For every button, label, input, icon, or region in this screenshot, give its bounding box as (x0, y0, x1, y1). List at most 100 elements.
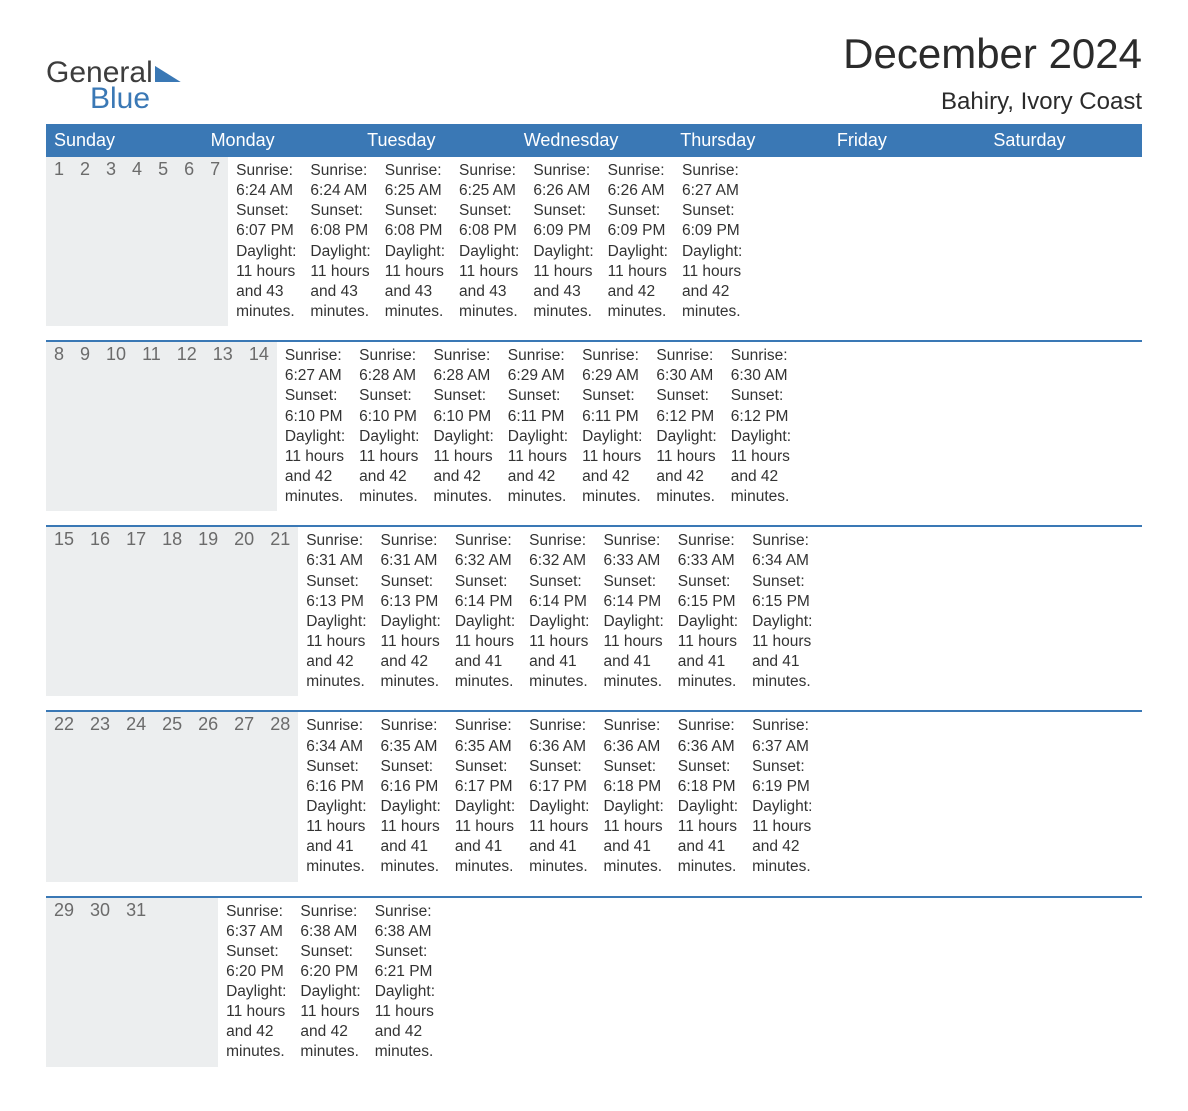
day-number: 21 (262, 527, 298, 696)
daylight-line: Daylight: 11 hours and 41 minutes. (752, 612, 812, 693)
weekday-label: Thursday (672, 124, 829, 157)
sunrise-line: Sunrise: 6:30 AM (656, 346, 716, 386)
day-cell: Sunrise: 6:35 AMSunset: 6:16 PMDaylight:… (373, 712, 447, 881)
sunrise-line: Sunrise: 6:33 AM (678, 531, 738, 571)
day-number: 30 (82, 898, 118, 1067)
day-cell: Sunrise: 6:32 AMSunset: 6:14 PMDaylight:… (447, 527, 521, 696)
weekday-label: Wednesday (516, 124, 673, 157)
day-cell: Sunrise: 6:33 AMSunset: 6:15 PMDaylight:… (670, 527, 744, 696)
calendar-week: 1234567Sunrise: 6:24 AMSunset: 6:07 PMDa… (46, 157, 1142, 326)
day-number (154, 898, 170, 1067)
day-cell: Sunrise: 6:38 AMSunset: 6:20 PMDaylight:… (292, 898, 366, 1067)
weekday-label: Monday (203, 124, 360, 157)
sunrise-line: Sunrise: 6:24 AM (236, 161, 296, 201)
sunset-line: Sunset: 6:11 PM (508, 386, 568, 426)
day-number: 3 (98, 157, 124, 326)
sunrise-line: Sunrise: 6:36 AM (529, 716, 589, 756)
daylight-line: Daylight: 11 hours and 42 minutes. (608, 242, 668, 323)
day-number: 18 (154, 527, 190, 696)
daylight-line: Daylight: 11 hours and 41 minutes. (678, 797, 738, 878)
sunrise-line: Sunrise: 6:27 AM (285, 346, 345, 386)
sunrise-line: Sunrise: 6:34 AM (306, 716, 366, 756)
calendar-body: 1234567Sunrise: 6:24 AMSunset: 6:07 PMDa… (46, 157, 1142, 1067)
day-number: 27 (226, 712, 262, 881)
day-cell: Sunrise: 6:30 AMSunset: 6:12 PMDaylight:… (648, 342, 722, 511)
day-cell: Sunrise: 6:29 AMSunset: 6:11 PMDaylight:… (574, 342, 648, 511)
day-number: 10 (98, 342, 134, 511)
daylight-line: Daylight: 11 hours and 42 minutes. (381, 612, 441, 693)
sunset-line: Sunset: 6:09 PM (608, 201, 668, 241)
sunrise-line: Sunrise: 6:35 AM (381, 716, 441, 756)
day-number: 5 (150, 157, 176, 326)
day-cell: Sunrise: 6:31 AMSunset: 6:13 PMDaylight:… (373, 527, 447, 696)
sunset-line: Sunset: 6:18 PM (678, 757, 738, 797)
sunset-line: Sunset: 6:08 PM (310, 201, 370, 241)
sunset-line: Sunset: 6:14 PM (529, 572, 589, 612)
daylight-line: Daylight: 11 hours and 41 minutes. (529, 612, 589, 693)
sunset-line: Sunset: 6:10 PM (433, 386, 493, 426)
day-cell: Sunrise: 6:26 AMSunset: 6:09 PMDaylight:… (600, 157, 674, 326)
day-number-row: 22232425262728 (46, 712, 298, 881)
daylight-line: Daylight: 11 hours and 43 minutes. (236, 242, 296, 323)
daylight-line: Daylight: 11 hours and 42 minutes. (285, 427, 345, 508)
sunset-line: Sunset: 6:18 PM (603, 757, 663, 797)
calendar-week: 22232425262728Sunrise: 6:34 AM Sunset: 6:… (46, 710, 1142, 881)
sunset-line: Sunset: 6:08 PM (385, 201, 445, 241)
day-number-row: 15161718192021 (46, 527, 298, 696)
daylight-line: Daylight: 11 hours and 42 minutes. (375, 982, 435, 1063)
daylight-line: Daylight: 11 hours and 43 minutes. (533, 242, 593, 323)
sunset-line: Sunset: 6:19 PM (752, 757, 812, 797)
day-cell: Sunrise: 6:37 AMSunset: 6:20 PMDaylight:… (218, 898, 292, 1067)
day-cell: Sunrise: 6:28 AMSunset: 6:10 PMDaylight:… (425, 342, 499, 511)
sunrise-line: Sunrise: 6:38 AM (300, 902, 360, 942)
sunset-line: Sunset: 6:21 PM (375, 942, 435, 982)
sunrise-line: Sunrise: 6:32 AM (529, 531, 589, 571)
daylight-line: Daylight: 11 hours and 41 minutes. (678, 612, 738, 693)
day-number: 16 (82, 527, 118, 696)
daylight-line: Daylight: 11 hours and 42 minutes. (306, 612, 366, 693)
day-number-row: 293031 (46, 898, 218, 1067)
day-cell: Sunrise: 6:27 AMSunset: 6:10 PMDaylight:… (277, 342, 351, 511)
sunrise-line: Sunrise: 6:28 AM (359, 346, 419, 386)
brand-flag-icon (155, 64, 181, 82)
day-content-row: Sunrise: 6:24 AMSunset: 6:07 PMDaylight:… (228, 157, 748, 326)
day-number: 26 (190, 712, 226, 881)
day-number: 4 (124, 157, 150, 326)
day-number: 29 (46, 898, 82, 1067)
daylight-line: Daylight: 11 hours and 42 minutes. (226, 982, 286, 1063)
day-cell (441, 898, 455, 1067)
day-number (170, 898, 186, 1067)
day-cell: Sunrise: 6:32 AMSunset: 6:14 PMDaylight:… (521, 527, 595, 696)
sunrise-line: Sunrise: 6:26 AM (608, 161, 668, 201)
sunset-line: Sunset: 6:17 PM (529, 757, 589, 797)
sunrise-line: Sunrise: 6:25 AM (385, 161, 445, 201)
day-cell: Sunrise: 6:28 AMSunset: 6:10 PMDaylight:… (351, 342, 425, 511)
day-content-row: Sunrise: 6:37 AMSunset: 6:20 PMDaylight:… (218, 898, 497, 1067)
brand-logo: General Blue (46, 58, 181, 114)
day-cell: Sunrise: 6:36 AMSunset: 6:18 PMDaylight:… (670, 712, 744, 881)
daylight-line: Daylight: 11 hours and 41 minutes. (381, 797, 441, 878)
sunrise-line: Sunrise: 6:26 AM (533, 161, 593, 201)
sunrise-line: Sunrise: 6:28 AM (433, 346, 493, 386)
sunset-line: Sunset: 6:14 PM (455, 572, 515, 612)
sunrise-line: Sunrise: 6:25 AM (459, 161, 519, 201)
day-number: 11 (134, 342, 169, 511)
day-cell: Sunrise: 6:24 AMSunset: 6:08 PMDaylight:… (302, 157, 376, 326)
daylight-line: Daylight: 11 hours and 42 minutes. (752, 797, 812, 878)
sunrise-line: Sunrise: 6:31 AM (306, 531, 366, 571)
sunset-line: Sunset: 6:17 PM (455, 757, 515, 797)
day-number: 8 (46, 342, 72, 511)
day-number: 14 (241, 342, 277, 511)
day-number: 13 (205, 342, 241, 511)
sunset-line: Sunset: 6:16 PM (381, 757, 441, 797)
sunrise-line: Sunrise: 6:29 AM (508, 346, 568, 386)
sunrise-line: Sunrise: 6:32 AM (455, 531, 515, 571)
sunrise-line: Sunrise: 6:36 AM (678, 716, 738, 756)
weekday-label: Sunday (46, 124, 203, 157)
sunset-line: Sunset: 6:14 PM (603, 572, 663, 612)
daylight-line: Daylight: 11 hours and 42 minutes. (656, 427, 716, 508)
day-cell (483, 898, 497, 1067)
day-cell: Sunrise: 6:25 AMSunset: 6:08 PMDaylight:… (451, 157, 525, 326)
sunrise-line: Sunrise: 6:37 AM (752, 716, 812, 756)
day-number: 24 (118, 712, 154, 881)
